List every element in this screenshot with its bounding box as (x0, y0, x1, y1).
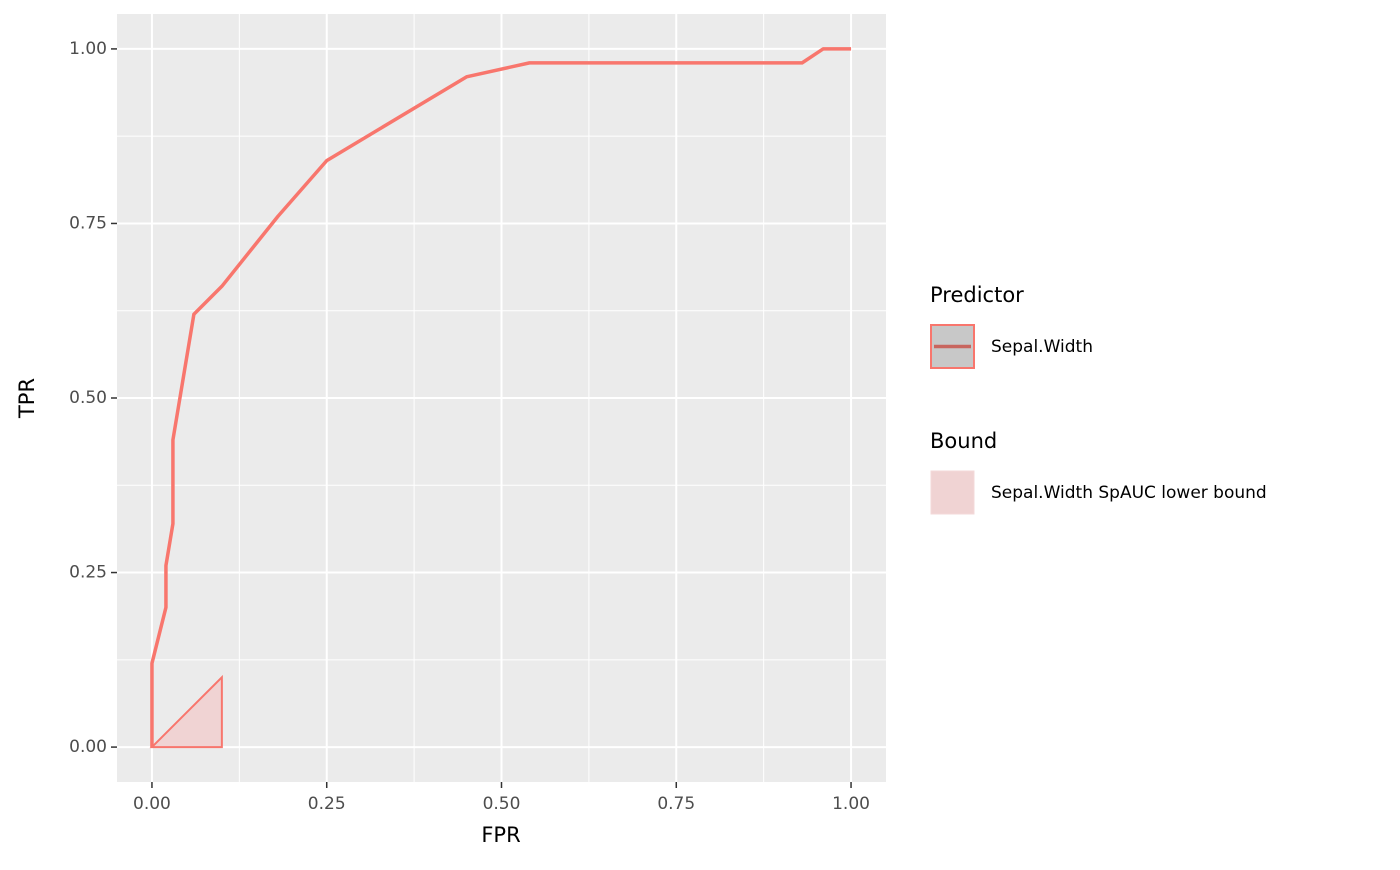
legend-key (930, 470, 975, 515)
y-tick-label: 0.50 (69, 388, 107, 408)
legend-title: Bound (930, 429, 997, 453)
y-tick-label: 1.00 (69, 39, 107, 59)
roc-line (150, 47, 852, 748)
x-tick-label: 1.00 (832, 794, 870, 814)
x-tick-label: 0.75 (657, 794, 695, 814)
x-tick-label: 0.25 (308, 794, 346, 814)
legend-title: Predictor (930, 283, 1024, 307)
x-tick-label: 0.50 (483, 794, 521, 814)
x-tick-label: 0.00 (133, 794, 171, 814)
bound-area (149, 674, 223, 749)
y-tick-label: 0.75 (69, 213, 107, 233)
x-axis-title: FPR (481, 823, 520, 847)
y-tick-label: 0.25 (69, 563, 107, 583)
y-axis-title: TPR (15, 378, 39, 419)
legend-label: Sepal.Width (991, 337, 1093, 357)
legend-label: Sepal.Width SpAUC lower bound (991, 483, 1267, 503)
y-tick-label: 0.00 (69, 737, 107, 757)
